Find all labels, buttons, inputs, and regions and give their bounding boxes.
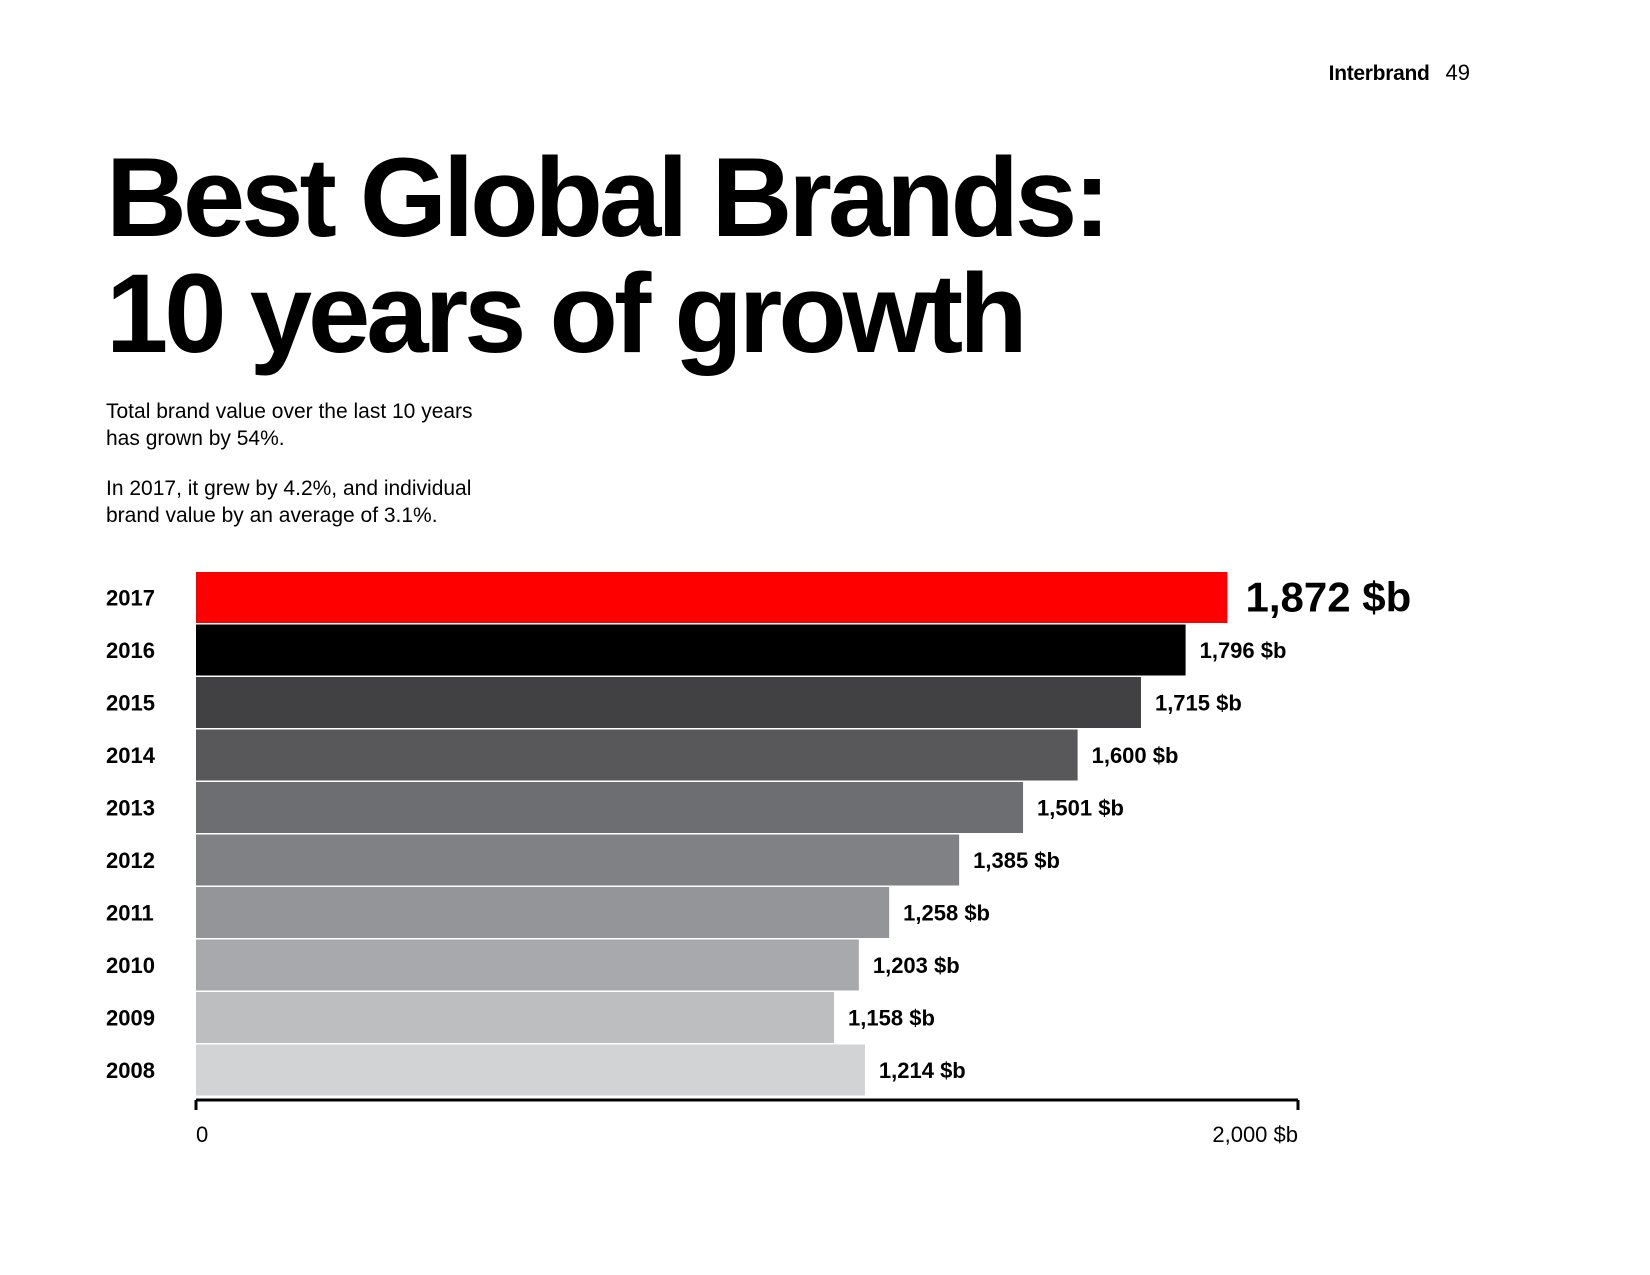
year-label-2012: 2012 [106, 848, 155, 873]
bar-2011 [196, 887, 890, 938]
bar-2008 [196, 1044, 865, 1096]
bar-2014 [196, 729, 1078, 781]
intro-p1-line2: has grown by 54%. [106, 427, 285, 450]
value-label-2012: 1,385 $b [973, 848, 1060, 873]
value-label-2015: 1,715 $b [1155, 691, 1242, 716]
year-label-2015: 2015 [106, 691, 155, 716]
bar-2016 [196, 624, 1186, 676]
bar-2015 [196, 677, 1141, 728]
title-line-1: Best Global Brands: [106, 135, 1111, 260]
value-label-2013: 1,501 $b [1037, 796, 1124, 821]
year-label-2008: 2008 [106, 1058, 155, 1083]
intro-p2-line2: brand value by an average of 3.1%. [106, 504, 438, 527]
value-label-2008: 1,214 $b [879, 1058, 966, 1083]
value-label-2014: 1,600 $b [1092, 743, 1179, 768]
year-label-2014: 2014 [106, 743, 156, 768]
year-label-2016: 2016 [106, 638, 155, 663]
title-line-2: 10 years of growth [106, 251, 1028, 376]
intro-p2-line1: In 2017, it grew by 4.2%, and individual [106, 477, 472, 500]
bar-2010 [196, 939, 859, 991]
value-label-2009: 1,158 $b [848, 1006, 935, 1031]
x-tick-label-0: 0 [196, 1122, 208, 1147]
value-label-2010: 1,203 $b [873, 953, 960, 978]
bar-2017 [196, 572, 1228, 623]
year-label-2010: 2010 [106, 953, 155, 978]
bar-2012 [196, 834, 960, 886]
bar-2013 [196, 782, 1024, 833]
value-label-2011: 1,258 $b [903, 901, 990, 926]
value-label-2016: 1,796 $b [1200, 638, 1287, 663]
x-tick-label-2000: 2,000 $b [1212, 1122, 1298, 1147]
value-label-2017: 1,872 $b [1245, 574, 1411, 621]
intro-paragraph-1: Total brand value over the last 10 years… [106, 398, 526, 452]
year-label-2011: 2011 [106, 901, 154, 926]
year-label-2013: 2013 [106, 796, 155, 821]
intro-p1-line1: Total brand value over the last 10 years [106, 400, 473, 423]
bar-2009 [196, 992, 835, 1043]
intro-paragraph-2: In 2017, it grew by 4.2%, and individual… [106, 475, 526, 529]
year-label-2009: 2009 [106, 1006, 155, 1031]
page-number: 49 [1445, 60, 1470, 85]
page-header: Interbrand 49 [1329, 60, 1470, 86]
page-title: Best Global Brands: 10 years of growth [106, 135, 1111, 376]
year-label-2017: 2017 [106, 586, 155, 611]
brand-name: Interbrand [1328, 62, 1430, 85]
